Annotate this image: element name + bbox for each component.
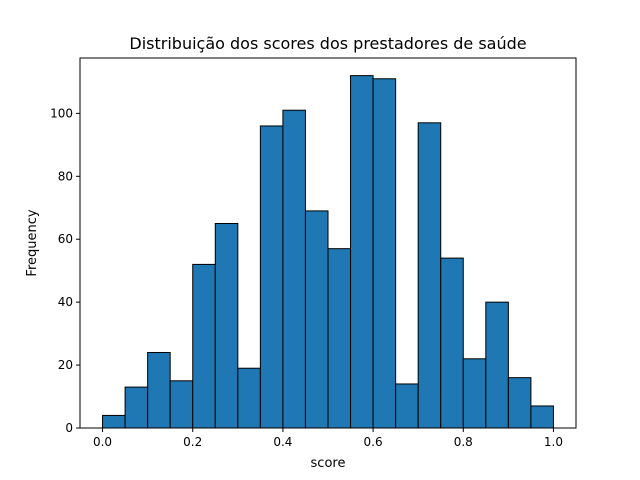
histogram-bar xyxy=(440,257,464,429)
x-axis: 0.0 0.2 0.4 0.6 0.8 1.0 xyxy=(93,428,563,449)
histogram-bar xyxy=(169,380,194,429)
histogram-bar xyxy=(485,301,509,429)
y-axis: 0 20 40 60 80 100 xyxy=(50,106,80,435)
y-tick-label: 60 xyxy=(58,232,73,246)
x-tick-label: 0.4 xyxy=(273,435,292,449)
x-tick-label: 0.8 xyxy=(454,435,473,449)
histogram-bar xyxy=(102,414,126,429)
histogram-bar xyxy=(147,351,171,429)
histogram-bar xyxy=(282,109,306,429)
histogram-bar xyxy=(350,75,374,429)
histogram-bar xyxy=(395,383,419,429)
x-tick-label: 0.0 xyxy=(93,435,112,449)
histogram-bar xyxy=(372,78,397,429)
histogram-bar xyxy=(507,377,532,429)
histogram-bar xyxy=(327,248,352,429)
y-tick-label: 20 xyxy=(58,358,73,372)
y-tick-label: 80 xyxy=(58,169,73,183)
histogram-bar xyxy=(530,405,554,429)
histogram-bar xyxy=(259,125,284,429)
x-tick-label: 0.6 xyxy=(364,435,383,449)
x-tick-label: 0.2 xyxy=(183,435,202,449)
x-tick-label: 1.0 xyxy=(544,435,563,449)
histogram-bar xyxy=(417,122,442,429)
histogram-bar xyxy=(214,222,239,429)
chart-title: Distribuição dos scores dos prestadores … xyxy=(129,34,526,53)
plot-frame xyxy=(79,57,577,429)
histogram-bar xyxy=(192,263,216,429)
y-tick-label: 100 xyxy=(50,106,73,120)
histogram-bar xyxy=(462,358,487,429)
x-axis-label: score xyxy=(311,456,346,471)
histogram-bar xyxy=(304,210,329,429)
y-tick-label: 40 xyxy=(58,295,73,309)
histogram-bar xyxy=(124,386,149,429)
histogram-bar xyxy=(237,367,261,429)
y-axis-label: Frequency xyxy=(25,209,40,276)
y-tick-label: 0 xyxy=(65,421,73,435)
